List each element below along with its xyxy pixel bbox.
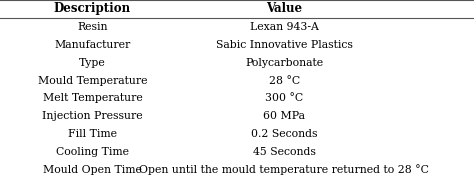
Text: 300 °C: 300 °C	[265, 93, 303, 103]
Text: Description: Description	[54, 3, 131, 15]
Text: Lexan 943-A: Lexan 943-A	[250, 22, 319, 32]
Text: 0.2 Seconds: 0.2 Seconds	[251, 129, 318, 139]
Text: Value: Value	[266, 3, 302, 15]
Text: Manufacturer: Manufacturer	[55, 40, 130, 50]
Text: Mould Open Time: Mould Open Time	[43, 165, 142, 175]
Text: Type: Type	[79, 58, 106, 68]
Text: Melt Temperature: Melt Temperature	[43, 93, 142, 103]
Text: 28 °C: 28 °C	[269, 76, 300, 86]
Text: Resin: Resin	[77, 22, 108, 32]
Text: Open until the mould temperature returned to 28 °C: Open until the mould temperature returne…	[139, 165, 429, 175]
Text: Fill Time: Fill Time	[68, 129, 117, 139]
Text: 60 MPa: 60 MPa	[264, 111, 305, 121]
Text: Sabic Innovative Plastics: Sabic Innovative Plastics	[216, 40, 353, 50]
Text: Polycarbonate: Polycarbonate	[246, 58, 323, 68]
Text: Cooling Time: Cooling Time	[56, 147, 129, 157]
Text: 45 Seconds: 45 Seconds	[253, 147, 316, 157]
Text: Injection Pressure: Injection Pressure	[42, 111, 143, 121]
Text: Mould Temperature: Mould Temperature	[37, 76, 147, 86]
